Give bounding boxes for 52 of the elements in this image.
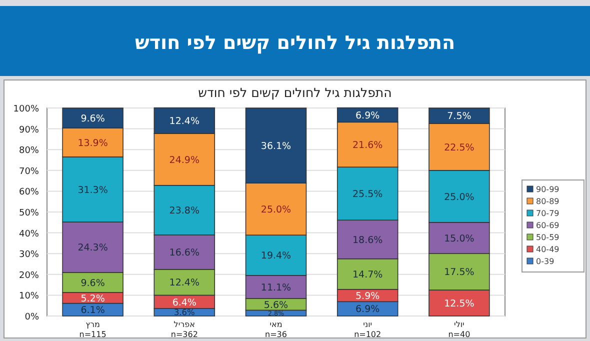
y-tick-label: 40%	[18, 229, 40, 240]
y-tick-label: 30%	[18, 250, 40, 260]
data-label: 6.4%	[172, 297, 196, 308]
data-label: 23.8%	[169, 206, 200, 217]
legend-label: 70-79	[536, 209, 560, 218]
data-label: 36.1%	[260, 140, 292, 152]
legend-label: 90-99	[536, 185, 560, 194]
data-label: 31.3%	[78, 184, 108, 196]
chart-title: התפלגות גיל לחולים קשים לפי חודש	[134, 32, 456, 54]
data-label: 17.5%	[444, 267, 474, 278]
y-tick-label: 10%	[18, 292, 40, 302]
data-label: 12.5%	[444, 298, 474, 310]
y-tick-label: 0%	[24, 312, 40, 322]
data-label: 19.4%	[260, 250, 292, 262]
y-tick-label: 70%	[18, 166, 40, 177]
data-label: 6.9%	[356, 304, 380, 316]
y-tick-label: 50%	[18, 208, 40, 218]
data-label: 18.6%	[352, 234, 383, 246]
data-label: 9.6%	[80, 278, 105, 289]
data-label: 6.9%	[356, 110, 380, 122]
data-label: 16.6%	[169, 248, 200, 259]
legend-label: 80-89	[536, 197, 560, 206]
data-label: 25.0%	[260, 204, 292, 216]
legend-label: 60-69	[536, 221, 560, 230]
data-label: 14.7%	[352, 270, 383, 281]
data-label: 12.4%	[169, 116, 200, 128]
data-label: 25.0%	[444, 192, 474, 203]
data-label: 3.6%	[174, 307, 196, 318]
y-tick-label: 90%	[18, 125, 40, 136]
data-label: 13.9%	[78, 138, 108, 149]
data-label: 21.6%	[352, 140, 383, 152]
legend-label: 50-59	[536, 233, 560, 242]
data-label: 25.5%	[352, 189, 383, 200]
data-label: 9.6%	[80, 113, 105, 124]
y-tick-label: 80%	[18, 146, 40, 156]
data-label: 5.9%	[356, 290, 380, 302]
y-tick-label: 20%	[18, 270, 40, 281]
y-tick-label: 60%	[18, 188, 40, 198]
data-label: 11.1%	[260, 282, 292, 294]
legend-label: 0-39	[536, 257, 554, 266]
chart-subtitle: התפלגות גיל לחולים קשים לפי חודש	[198, 85, 392, 100]
data-label: 12.4%	[169, 278, 200, 289]
data-label: 15.0%	[444, 233, 474, 244]
data-label: 5.6%	[264, 300, 288, 311]
data-label: 5.2%	[80, 293, 105, 304]
data-label: 24.9%	[169, 154, 200, 166]
data-label: 24.3%	[78, 242, 108, 254]
data-label: 7.5%	[447, 111, 472, 122]
data-label: 6.1%	[80, 305, 105, 316]
y-tick-label: 100%	[13, 104, 40, 114]
legend-label: 40-49	[536, 245, 560, 254]
data-label: 22.5%	[444, 142, 474, 154]
